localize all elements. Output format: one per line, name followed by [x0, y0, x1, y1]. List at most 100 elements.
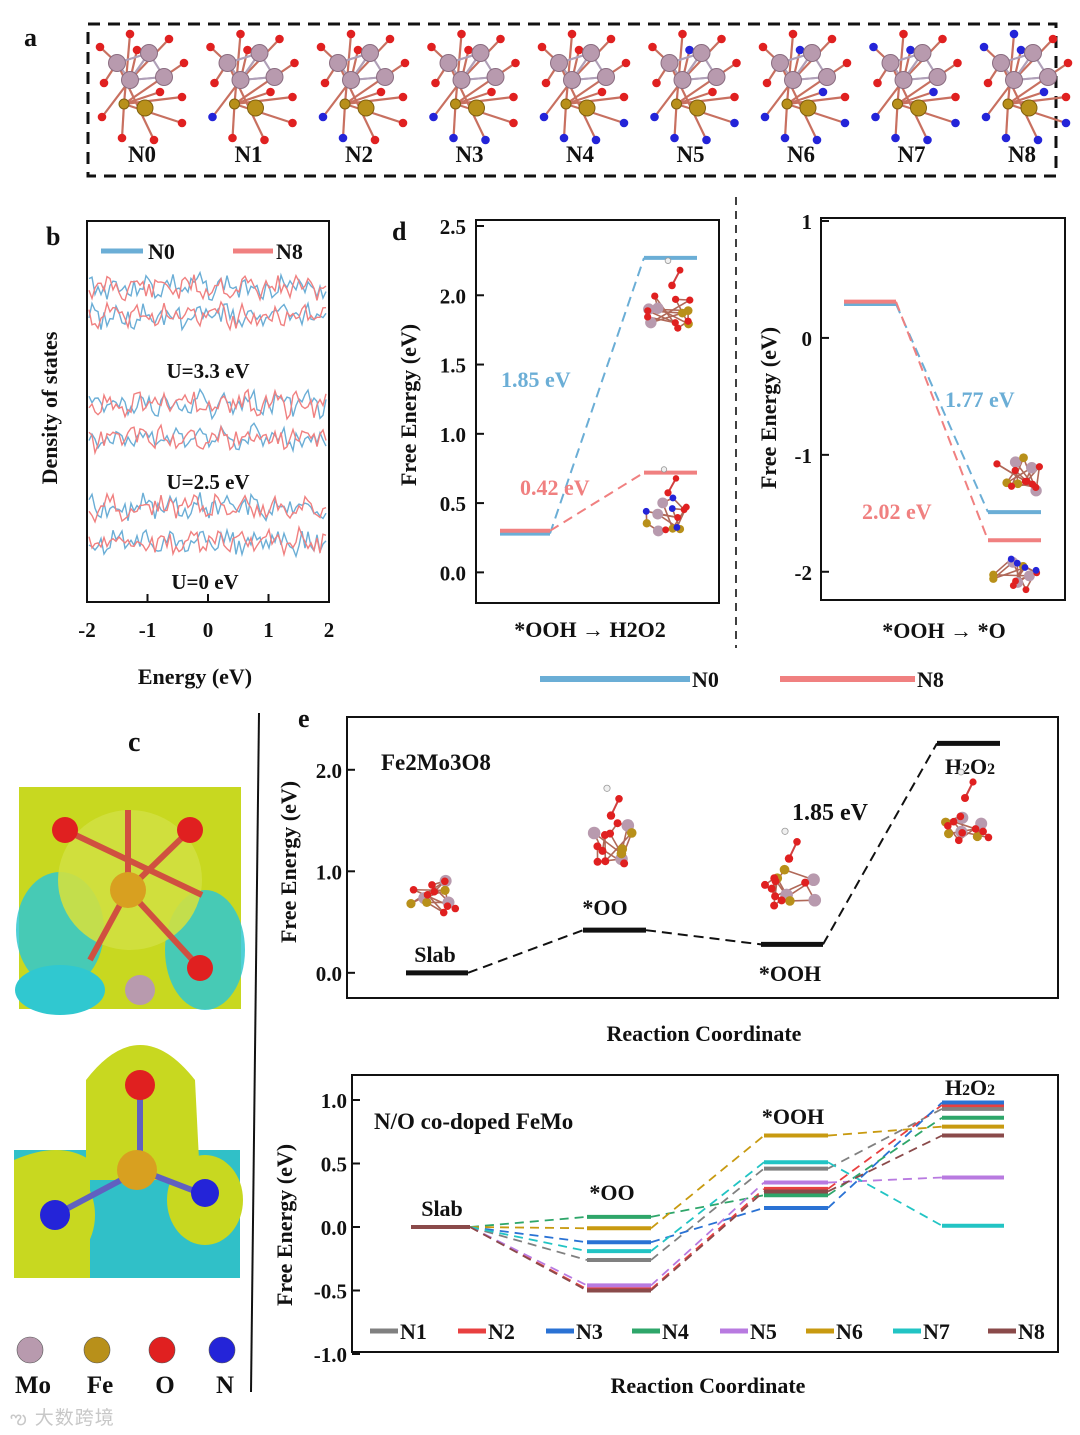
- e-bottom-connector-n4: [469, 1215, 588, 1228]
- n-atom: [642, 507, 650, 515]
- fe-atom: [626, 828, 637, 838]
- structure-label-n7: N7: [897, 142, 925, 167]
- e-bottom-y-tick-label: 0.5: [321, 1153, 347, 1177]
- structure-n8: N8: [979, 29, 1073, 167]
- mo-atom: [1005, 71, 1023, 89]
- bond: [455, 90, 492, 106]
- dos-trace-n8: [88, 423, 327, 456]
- o-atom: [1028, 480, 1037, 488]
- o-atom: [770, 901, 779, 910]
- panel-label-b: b: [46, 222, 60, 251]
- dos-trace-n8: [88, 300, 327, 332]
- n-atom: [539, 112, 549, 122]
- o-atom: [1012, 577, 1019, 585]
- bond: [1007, 95, 1067, 106]
- bond: [953, 820, 976, 830]
- d-right-y-ticks: 1 0 -1 -2: [795, 210, 829, 585]
- bond: [1006, 33, 1016, 105]
- structure-label-n5: N5: [676, 142, 704, 167]
- mo-atom: [563, 71, 581, 89]
- mo-atom: [928, 68, 947, 86]
- d-left-y-tick-label: 2.0: [440, 284, 466, 308]
- mo-atom: [803, 44, 821, 62]
- n-atom: [951, 118, 960, 128]
- o-atom: [275, 34, 284, 44]
- e-bottom-y-tick-label: -1.0: [314, 1343, 347, 1367]
- n-atom: [619, 118, 629, 128]
- bond: [341, 103, 347, 139]
- n-atom: [673, 524, 681, 531]
- fe-atom: [136, 99, 154, 117]
- bond: [565, 90, 603, 106]
- fe-atom: [247, 99, 264, 117]
- o-atom: [428, 881, 436, 889]
- n-atom: [191, 1179, 219, 1207]
- dos-trace-n8: [88, 524, 327, 558]
- o-atom: [771, 877, 780, 886]
- structure-label-n6: N6: [787, 142, 815, 167]
- mo-atom: [707, 68, 726, 86]
- dos-group-u25: U=2.5 eV: [166, 470, 249, 494]
- bond: [564, 33, 574, 105]
- c-divider: [250, 712, 260, 1393]
- o-atom: [441, 877, 449, 886]
- bond: [455, 102, 514, 125]
- bond: [120, 103, 126, 139]
- watermark-logo: ఌ 大数跨境: [10, 1407, 115, 1429]
- mo-atom: [881, 54, 900, 72]
- o-atom: [771, 892, 780, 901]
- d-left-y-tick-label: 0.0: [440, 561, 466, 585]
- o-atom: [788, 29, 798, 39]
- d-right-y-tick-label: 1: [802, 210, 813, 234]
- structure-inset: [761, 827, 822, 910]
- n-atom: [429, 112, 438, 122]
- o-atom: [598, 846, 607, 855]
- d-right-y-axis-title: Free Energy (eV): [756, 327, 781, 489]
- e-bottom-step-label: Slab: [421, 1196, 463, 1221]
- o-atom: [1022, 586, 1030, 594]
- fe-atom: [229, 98, 240, 110]
- fe-atom: [1013, 479, 1023, 489]
- mo-atom: [582, 44, 600, 62]
- d-left-series: [500, 255, 697, 536]
- mo-atom: [439, 54, 458, 72]
- o-atom: [984, 833, 993, 842]
- e-bottom-connector-n1: [650, 1167, 765, 1261]
- mo-atom: [329, 54, 347, 72]
- fe-atom: [339, 98, 351, 110]
- n-atom: [1007, 555, 1015, 563]
- d-left-x-axis-title: *OOH → H2O2: [514, 617, 666, 642]
- e-bottom-series: Slab *OO *OOH H2O2: [411, 1075, 1004, 1293]
- o-atom: [717, 34, 726, 44]
- bond: [996, 463, 1026, 483]
- bond: [993, 574, 1030, 577]
- o-atom: [684, 317, 692, 325]
- dos-legend-n0: N0: [148, 239, 175, 264]
- dos-trace-n0: [88, 300, 327, 332]
- o-atom: [899, 29, 908, 39]
- dos-legend-n8: N8: [276, 239, 303, 264]
- n-atom: [869, 42, 878, 52]
- structure-label-n4: N4: [566, 142, 595, 167]
- n-atom: [559, 133, 569, 143]
- structure-label-n3: N3: [455, 142, 483, 167]
- structure-label-n2: N2: [345, 142, 373, 167]
- dos-x-axis-title: Energy (eV): [138, 664, 252, 689]
- mo-atom: [992, 54, 1010, 72]
- e-bottom-x-axis-title: Reaction Coordinate: [611, 1373, 806, 1398]
- o-atom: [398, 118, 408, 128]
- bond: [897, 102, 956, 125]
- bond: [896, 33, 905, 105]
- o-atom: [672, 475, 680, 482]
- mo-atom: [250, 44, 269, 62]
- o-atom: [376, 87, 386, 97]
- panel-c: Mo Fe O N: [14, 712, 260, 1399]
- o-atom: [600, 831, 609, 840]
- o-atom: [620, 859, 629, 868]
- o-atom: [537, 42, 547, 52]
- dos-trace-n0: [88, 270, 327, 302]
- o-atom: [187, 955, 213, 981]
- e-bottom-y-tick-label: 0.0: [321, 1216, 347, 1240]
- mo-atom: [471, 44, 490, 62]
- d-left-y-tick-label: 1.0: [440, 423, 466, 447]
